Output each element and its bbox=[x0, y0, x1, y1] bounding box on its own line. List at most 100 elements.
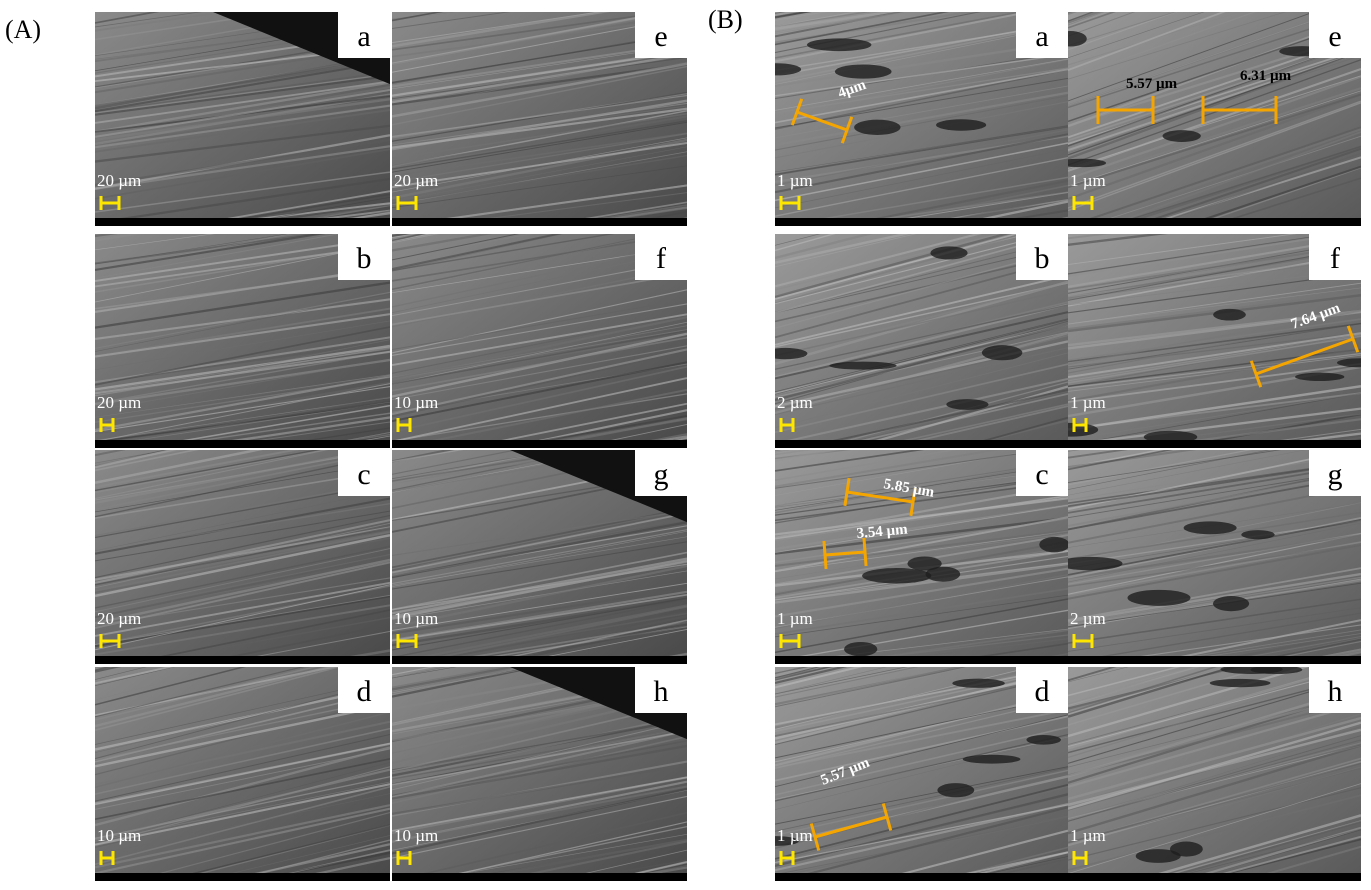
tile-letter: a bbox=[357, 20, 370, 53]
tile-letter: g bbox=[654, 458, 669, 491]
streak bbox=[1068, 0, 1361, 10]
streak bbox=[392, 0, 687, 3]
scale-label: 1 µm bbox=[1070, 393, 1106, 412]
streak bbox=[775, 0, 1068, 7]
pore bbox=[763, 348, 807, 359]
info-bar bbox=[95, 656, 390, 664]
info-bar bbox=[95, 218, 390, 226]
streak bbox=[95, 0, 390, 8]
streak bbox=[1068, 0, 1361, 3]
scale-label: 2 µm bbox=[777, 393, 813, 412]
pore bbox=[936, 119, 986, 130]
streak bbox=[1068, 0, 1361, 3]
pore bbox=[907, 557, 941, 571]
tile-letter: g bbox=[1328, 458, 1343, 491]
streak bbox=[95, 0, 390, 1]
info-bar bbox=[392, 656, 687, 664]
info-bar bbox=[1068, 656, 1361, 664]
scale-label: 1 µm bbox=[777, 609, 813, 628]
scale-label: 10 µm bbox=[394, 393, 438, 412]
streak bbox=[1068, 0, 1361, 14]
scale-label: 20 µm bbox=[97, 171, 141, 190]
streak bbox=[775, 0, 1068, 14]
pore bbox=[1163, 130, 1201, 142]
pore bbox=[1220, 665, 1282, 674]
streak bbox=[1068, 0, 1361, 1]
scale-label: 20 µm bbox=[97, 393, 141, 412]
tile-letter: c bbox=[357, 458, 370, 491]
sem-image: a 20 µm bbox=[95, 0, 390, 271]
streak bbox=[775, 0, 1068, 6]
measurement: 6.31 µm bbox=[1240, 68, 1292, 84]
pore bbox=[937, 783, 974, 797]
info-bar bbox=[95, 440, 390, 448]
streak bbox=[1068, 0, 1361, 1]
pore bbox=[963, 755, 1021, 764]
pore bbox=[854, 120, 900, 135]
panel-label: (B) bbox=[708, 5, 743, 34]
tile-letter: d bbox=[1035, 675, 1050, 708]
tile-letter: h bbox=[1328, 675, 1343, 708]
streak bbox=[1068, 0, 1361, 13]
panel-label: (A) bbox=[5, 15, 41, 44]
pore bbox=[1241, 530, 1274, 539]
pore bbox=[946, 399, 988, 410]
pore bbox=[1213, 596, 1249, 611]
tile-letter: b bbox=[1035, 242, 1050, 275]
tile-letter: a bbox=[1035, 20, 1048, 53]
tile-letter: e bbox=[654, 20, 667, 53]
streak bbox=[775, 0, 1068, 5]
streak bbox=[775, 0, 1068, 14]
info-bar bbox=[775, 873, 1068, 881]
figure: (A) (B) a 20 µm b 20 µm c 20 µm d 10 µm e 20 µm f 1… bbox=[0, 0, 1371, 890]
scale-label: 2 µm bbox=[1070, 609, 1106, 628]
pore bbox=[952, 679, 1005, 688]
info-bar bbox=[1068, 218, 1361, 226]
info-bar bbox=[1068, 873, 1361, 881]
tile-letter: f bbox=[1330, 242, 1340, 275]
scale-label: 20 µm bbox=[97, 609, 141, 628]
scale-label: 10 µm bbox=[394, 609, 438, 628]
info-bar bbox=[1068, 440, 1361, 448]
scale-label: 1 µm bbox=[1070, 171, 1106, 190]
pore bbox=[1039, 537, 1069, 552]
scale-label: 1 µm bbox=[777, 826, 813, 845]
pore bbox=[835, 64, 892, 78]
scale-label: 1 µm bbox=[1070, 826, 1106, 845]
pore bbox=[1213, 309, 1246, 321]
pore bbox=[982, 345, 1022, 360]
pore bbox=[1295, 373, 1344, 381]
tile-letter: c bbox=[1035, 458, 1048, 491]
pore bbox=[829, 362, 896, 370]
info-bar bbox=[392, 440, 687, 448]
pore bbox=[1210, 679, 1271, 687]
info-bar bbox=[775, 656, 1068, 664]
pore bbox=[1026, 735, 1061, 745]
streak bbox=[1068, 0, 1361, 5]
sem-image: e 1 µm 5.57 µm 6.31 µm bbox=[1054, 0, 1371, 271]
streak bbox=[95, 0, 390, 7]
scale-label: 1 µm bbox=[777, 171, 813, 190]
measurement: 5.57 µm bbox=[1126, 76, 1178, 92]
tile-letter: e bbox=[1328, 20, 1341, 53]
streak bbox=[392, 0, 687, 2]
pore bbox=[862, 568, 931, 583]
info-bar bbox=[775, 218, 1068, 226]
pore bbox=[1170, 842, 1203, 857]
sem-image: f1 µm7.64 µm bbox=[1044, 179, 1371, 494]
scale-label: 10 µm bbox=[394, 826, 438, 845]
info-bar bbox=[392, 218, 687, 226]
pore bbox=[807, 38, 871, 51]
pore bbox=[844, 642, 877, 656]
pore bbox=[930, 246, 967, 259]
scale-label: 20 µm bbox=[394, 171, 438, 190]
info-bar bbox=[392, 873, 687, 881]
sem-image: e 20 µm bbox=[392, 0, 687, 275]
pore bbox=[1184, 521, 1237, 534]
streak bbox=[1068, 0, 1361, 13]
tile-letter: b bbox=[357, 242, 372, 275]
pore bbox=[1127, 590, 1190, 606]
scale-label: 10 µm bbox=[97, 826, 141, 845]
tile-letter: f bbox=[656, 242, 666, 275]
streak bbox=[392, 0, 687, 4]
